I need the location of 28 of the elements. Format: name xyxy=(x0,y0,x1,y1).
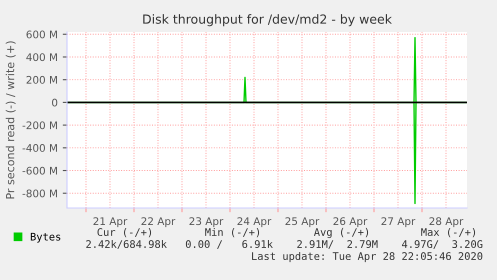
text: Avg (-/+) xyxy=(314,228,368,238)
y-tick-label: 0 xyxy=(52,98,58,107)
legend-label: Bytes xyxy=(30,232,60,243)
x-tick-label: 25 Apr xyxy=(285,217,320,228)
x-tick-label: 23 Apr xyxy=(189,217,224,228)
chart-title: Disk throughput for /dev/md2 - by week xyxy=(143,14,392,26)
text: 0.00 / 6.91k xyxy=(186,240,273,249)
text: 4.97G/ 3.20G xyxy=(402,240,482,249)
y-tick-label: -200 M xyxy=(22,121,57,130)
x-tick-label: 24 Apr xyxy=(237,217,272,228)
x-tick-label: 26 Apr xyxy=(333,217,368,228)
y-tick-label: -600 M xyxy=(22,166,57,175)
text: 2.91M/ 2.79M xyxy=(297,240,378,249)
y-tick-label: 400 M xyxy=(26,53,57,62)
y-tick-label: 200 M xyxy=(26,76,57,84)
x-tick-label: 22 Apr xyxy=(141,217,176,228)
text: Min (-/+) xyxy=(205,228,260,238)
y-tick-label: -800 M xyxy=(22,189,57,198)
text: Cur (-/+) xyxy=(97,228,152,238)
text: 2.42k/684.98k xyxy=(86,240,167,249)
y-tick-label: 600 M xyxy=(26,30,57,38)
x-tick-label: 21 Apr xyxy=(93,217,128,228)
y-tick-label: -400 M xyxy=(22,144,57,152)
y-axis-title: Pr second read (-) / write (+) xyxy=(6,41,16,199)
x-tick-label: 28 Apr xyxy=(429,217,464,228)
text: Max (-/+) xyxy=(421,228,476,238)
text: Last update: Tue Apr 28 22:05:46 2020 xyxy=(252,252,482,262)
x-tick-label: 27 Apr xyxy=(381,217,416,228)
